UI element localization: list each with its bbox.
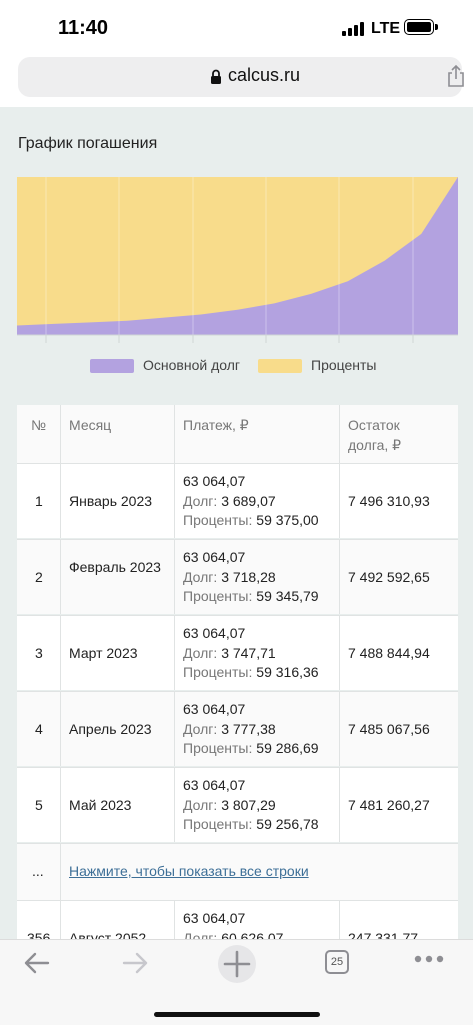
legend-swatch-interest xyxy=(258,359,302,373)
row-num: 2 xyxy=(35,569,43,585)
new-tab-plus-icon[interactable] xyxy=(217,944,257,984)
chart-legend: Основной долг Проценты xyxy=(0,355,473,377)
row-num: 4 xyxy=(35,721,43,737)
home-indicator xyxy=(154,1012,320,1017)
repayment-chart xyxy=(17,177,458,343)
row-payment: 63 064,07 Долг: 3 718,28 Проценты: 59 34… xyxy=(183,548,319,607)
row-balance: 7 488 844,94 xyxy=(348,645,430,661)
back-arrow-icon[interactable] xyxy=(22,948,52,978)
row-balance: 7 496 310,93 xyxy=(348,493,430,509)
forward-arrow-icon[interactable] xyxy=(120,948,150,978)
row-interest: 59 375,00 xyxy=(256,512,319,528)
row-payment-total: 63 064,07 xyxy=(183,701,246,717)
row-interest: 59 316,36 xyxy=(256,664,319,680)
share-icon[interactable] xyxy=(445,64,467,88)
network-type: LTE xyxy=(371,20,401,37)
row-balance: 247 331,77 xyxy=(348,930,419,939)
more-menu-icon[interactable] xyxy=(413,954,445,964)
status-bar: 11:40 LTE xyxy=(0,0,473,52)
row-payment-total: 63 064,07 xyxy=(183,473,246,489)
row-balance: 7 485 067,56 xyxy=(348,721,430,737)
debt-prefix: Долг: xyxy=(183,644,218,661)
table-row: 4 Апрель 2023 63 064,07 Долг: 3 777,38 П… xyxy=(17,691,458,766)
status-time: 11:40 xyxy=(58,17,109,39)
row-payment: 63 064,07 Долг: 3 807,29 Проценты: 59 25… xyxy=(183,776,319,835)
legend-label-interest: Проценты xyxy=(311,357,377,373)
show-all-rows-link[interactable]: Нажмите, чтобы показать все строки xyxy=(69,863,309,879)
header-balance-line2: долга, ₽ xyxy=(348,437,402,453)
row-debt: 3 807,29 xyxy=(221,796,276,813)
battery-icon xyxy=(404,19,438,35)
table-row: 5 Май 2023 63 064,07 Долг: 3 807,29 Проц… xyxy=(17,767,458,842)
debt-prefix: Долг: xyxy=(183,720,218,737)
row-month: Август 2052 xyxy=(69,930,147,939)
interest-prefix: Проценты: xyxy=(183,740,253,756)
row-payment: 63 064,07 Долг: 3 689,07 Проценты: 59 37… xyxy=(183,472,319,531)
row-interest: 59 286,69 xyxy=(256,740,319,756)
row-num: 5 xyxy=(35,797,43,813)
interest-prefix: Проценты: xyxy=(183,664,253,680)
table-row: 1 Январь 2023 63 064,07 Долг: 3 689,07 П… xyxy=(17,463,458,538)
header-month: Месяц xyxy=(69,417,112,433)
row-month: Март 2023 xyxy=(69,645,138,661)
row-debt: 3 777,38 xyxy=(221,720,276,737)
row-payment: 63 064,07 Долг: 60 626,07 xyxy=(183,909,283,939)
table-row: 2 Февраль 2023 63 064,07 Долг: 3 718,28 … xyxy=(17,539,458,614)
row-balance: 7 492 592,65 xyxy=(348,569,430,585)
legend-swatch-principal xyxy=(90,359,134,373)
row-month: Апрель 2023 xyxy=(69,721,152,737)
interest-prefix: Проценты: xyxy=(183,512,253,528)
row-debt: 3 718,28 xyxy=(221,568,276,585)
row-payment-total: 63 064,07 xyxy=(183,549,246,565)
interest-prefix: Проценты: xyxy=(183,816,253,832)
row-payment-total: 63 064,07 xyxy=(183,625,246,641)
row-num: 356 xyxy=(27,930,51,939)
row-month: Январь 2023 xyxy=(69,493,153,509)
browser-toolbar: 25 xyxy=(0,939,473,1025)
debt-prefix: Долг: xyxy=(183,796,218,813)
table-header: № Месяц Платеж, ₽ Остаток долга, ₽ xyxy=(17,405,458,463)
row-num: 1 xyxy=(35,493,43,509)
header-payment: Платеж, ₽ xyxy=(183,417,249,433)
chart-title: График погашения xyxy=(18,135,158,152)
debt-prefix: Долг: xyxy=(183,492,218,509)
table-row: 356 Август 2052 63 064,07 Долг: 60 626,0… xyxy=(17,900,458,939)
row-month: Май 2023 xyxy=(69,797,132,813)
legend-label-principal: Основной долг xyxy=(143,357,240,373)
interest-prefix: Проценты: xyxy=(183,588,253,604)
principal-area xyxy=(17,177,458,335)
row-balance: 7 481 260,27 xyxy=(348,797,430,813)
address-bar[interactable]: calcus.ru xyxy=(18,57,464,97)
row-payment: 63 064,07 Долг: 3 747,71 Проценты: 59 31… xyxy=(183,624,319,683)
tabs-count-icon[interactable]: 25 xyxy=(325,950,349,974)
header-num: № xyxy=(31,417,47,433)
row-debt: 3 689,07 xyxy=(221,492,276,509)
show-all-row: ... Нажмите, чтобы показать все строки xyxy=(17,843,458,900)
row-interest: 59 345,79 xyxy=(256,588,319,604)
row-payment-total: 63 064,07 xyxy=(183,910,246,926)
header-balance: Остаток долга, ₽ xyxy=(348,415,401,455)
row-debt: 60 626,07 xyxy=(221,929,284,940)
url-text: calcus.ru xyxy=(228,65,301,85)
row-month: Февраль 2023 xyxy=(69,559,161,575)
tabs-count: 25 xyxy=(330,956,344,968)
table-row: 3 Март 2023 63 064,07 Долг: 3 747,71 Про… xyxy=(17,615,458,690)
row-interest: 59 256,78 xyxy=(256,816,319,832)
row-num: 3 xyxy=(35,645,43,661)
row-payment-total: 63 064,07 xyxy=(183,777,246,793)
page-content: График погашения Основной долг Проценты … xyxy=(0,107,473,939)
row-payment: 63 064,07 Долг: 3 777,38 Проценты: 59 28… xyxy=(183,700,319,759)
signal-icon xyxy=(342,22,364,36)
ellipsis: ... xyxy=(32,863,44,879)
row-debt: 3 747,71 xyxy=(221,644,276,661)
debt-prefix: Долг: xyxy=(183,929,218,940)
debt-prefix: Долг: xyxy=(183,568,218,585)
lock-icon xyxy=(211,69,221,84)
header-balance-line1: Остаток xyxy=(348,417,400,433)
